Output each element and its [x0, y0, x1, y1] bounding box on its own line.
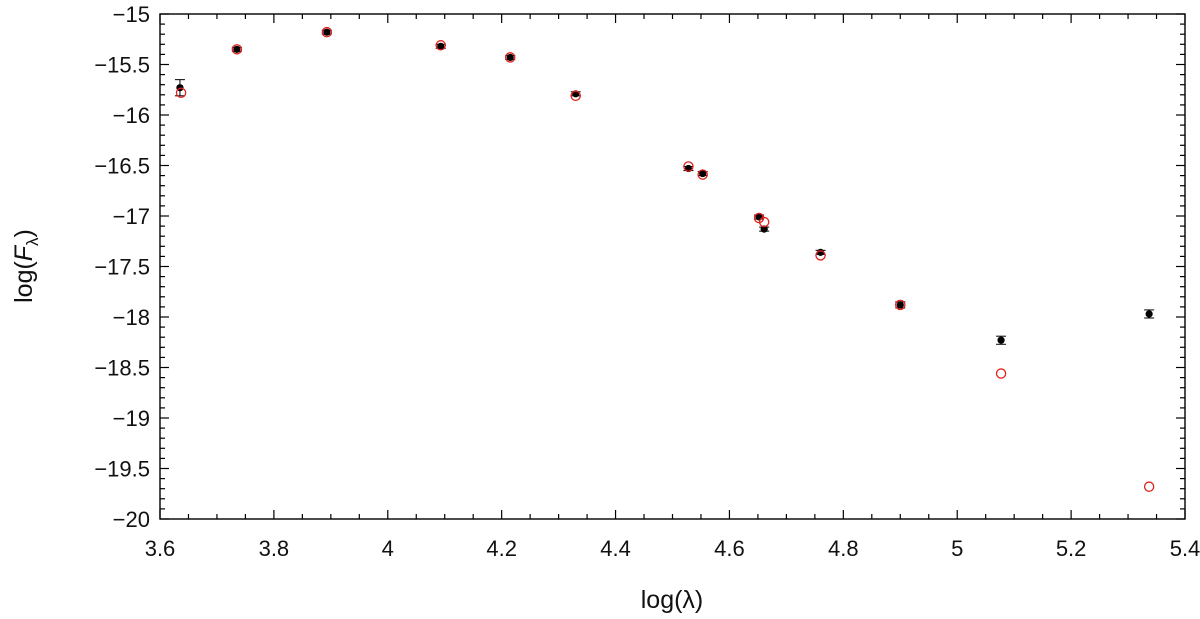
- model-point: [231, 44, 243, 55]
- x-tick-label: 3.8: [259, 536, 290, 561]
- x-axis-title: log(λ): [641, 586, 704, 614]
- y-axis-title-sub: λ: [23, 237, 42, 246]
- y-axis-title: log(Fλ): [10, 229, 42, 303]
- observed-point: [699, 169, 707, 178]
- observed-point: [506, 53, 514, 62]
- y-tick-label: −20: [113, 507, 150, 532]
- x-tick-label: 5: [951, 536, 963, 561]
- y-tick-label: −18.5: [94, 356, 150, 381]
- y-tick-label: −16.5: [94, 154, 150, 179]
- model-point: [683, 161, 694, 172]
- y-axis-title-suffix: ): [10, 229, 38, 237]
- model-point: [321, 26, 333, 38]
- y-tick-label: −17: [113, 204, 150, 229]
- x-tick-label: 5.4: [1170, 536, 1200, 561]
- y-tick-label: −19: [113, 406, 150, 431]
- observed-point: [233, 45, 241, 53]
- y-tick-label: −18: [113, 305, 150, 330]
- x-tick-label: 4.6: [714, 536, 745, 561]
- x-tick-label: 4: [382, 536, 394, 561]
- model-point: [175, 87, 187, 99]
- model-point: [1143, 481, 1155, 492]
- model-point: [570, 90, 581, 102]
- model-point: [815, 250, 826, 261]
- x-tick-label: 4.2: [486, 536, 517, 561]
- observed-point: [997, 336, 1005, 344]
- x-tick-label: 4.4: [600, 536, 631, 561]
- model-series: [175, 26, 1155, 492]
- y-axis-title-var: F: [10, 244, 38, 261]
- x-tick-label: 3.6: [145, 536, 176, 561]
- model-point: [995, 368, 1007, 379]
- observed-point: [323, 28, 331, 36]
- observed-point: [896, 301, 904, 309]
- y-tick-label: −15.5: [94, 53, 150, 78]
- model-point: [504, 52, 516, 63]
- observed-series: [174, 28, 1155, 345]
- y-tick-label: −15: [113, 2, 150, 27]
- x-tick-labels: 3.6 3.8 4 4.2 4.4 4.6 4.8 5 5.2 5.4: [145, 536, 1200, 561]
- model-point: [435, 40, 446, 51]
- x-tick-label: 5.2: [1056, 536, 1087, 561]
- plot-frame: [159, 13, 1186, 520]
- model-point: [895, 299, 906, 311]
- y-tick-label: −16: [113, 103, 150, 128]
- x-tick-label: 4.8: [828, 536, 859, 561]
- y-tick-labels: −15 −15.5 −16 −16.5 −17 −17.5 −18 −18.5 −19 −19.5…: [94, 2, 150, 532]
- model-point: [697, 169, 708, 180]
- axis-ticks: [159, 13, 1186, 520]
- model-point: [758, 216, 770, 228]
- y-axis-title-prefix: log(: [10, 261, 38, 303]
- y-tick-label: −17.5: [94, 255, 150, 280]
- y-tick-label: −19.5: [94, 457, 150, 482]
- observed-point: [437, 42, 445, 50]
- observed-point: [1145, 310, 1153, 318]
- observed-point: [760, 225, 768, 233]
- observed-point: [816, 248, 825, 256]
